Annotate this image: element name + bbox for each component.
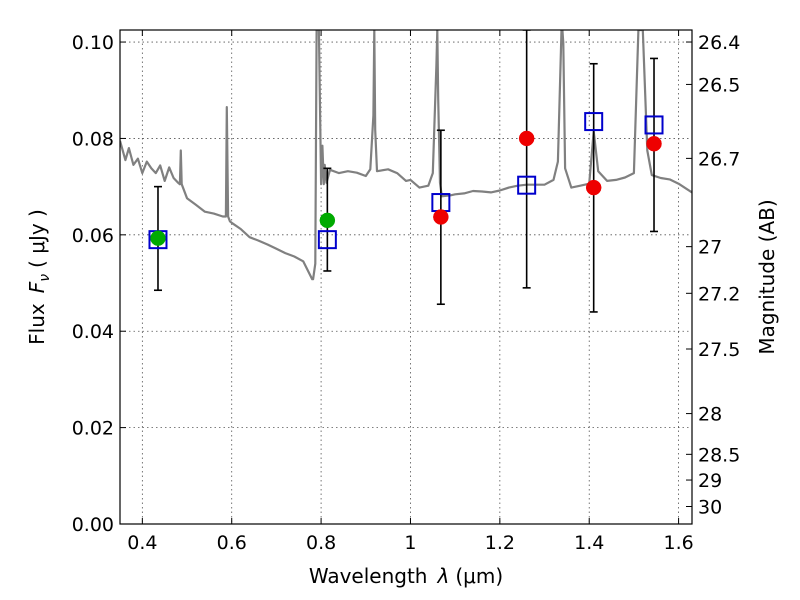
- model-photometry-square: [517, 175, 537, 195]
- y2-tick-label: 28.5: [698, 444, 740, 466]
- plot-frame: [119, 29, 693, 525]
- x-tick-label: 1: [404, 532, 416, 554]
- x-tick-label: 0.8: [306, 532, 336, 554]
- plot-area: [120, 30, 692, 313]
- model-spectrum-line: [120, 30, 692, 281]
- y-axis-label: FluxFν( μJy ): [25, 209, 53, 345]
- x-tick-label: 1.4: [574, 532, 604, 554]
- y-tick-label: 0.10: [72, 32, 114, 54]
- y-tick-label: 0.02: [72, 418, 114, 440]
- y2-tick-label: 27: [698, 237, 722, 259]
- y2-tick-label: 30: [698, 497, 722, 519]
- y-tick-label: 0.08: [72, 128, 114, 150]
- y-tick-label: 0.04: [72, 321, 114, 343]
- x-tick-label: 1.2: [485, 532, 515, 554]
- red-data-point: [585, 179, 602, 196]
- green-data-point: [319, 212, 336, 229]
- red-data-point: [646, 135, 662, 152]
- axis-ticks: 0.4 0.6 0.8 1 1.2 1.4 1.6 0.00 0.02 0.04 0.06 0.08 0…: [72, 30, 740, 554]
- x-tick-label: 0.4: [127, 532, 157, 554]
- y2-tick-label: 27.5: [698, 339, 740, 361]
- red-data-point: [433, 209, 449, 225]
- y2-tick-label: 26.7: [698, 148, 740, 170]
- red-data-point: [518, 130, 535, 147]
- y2-axis-label: Magnitude (AB): [755, 199, 779, 354]
- y2-tick-label: 27.2: [698, 283, 740, 305]
- model-photometry-square: [644, 115, 664, 135]
- x-axis-label: Wavelength λ (μm): [309, 564, 503, 588]
- green-data-point: [150, 230, 166, 246]
- y2-tick-label: 29: [698, 470, 722, 492]
- x-tick-label: 0.6: [217, 532, 247, 554]
- model-photometry-square: [317, 230, 337, 250]
- y-tick-label: 0.06: [72, 225, 114, 247]
- y2-tick-label: 28: [698, 404, 722, 426]
- y-tick-label: 0.00: [72, 514, 114, 536]
- y2-tick-label: 26.5: [698, 74, 740, 96]
- model-photometry-square: [584, 112, 604, 132]
- x-tick-label: 1.6: [663, 532, 693, 554]
- y2-tick-label: 26.4: [698, 32, 740, 54]
